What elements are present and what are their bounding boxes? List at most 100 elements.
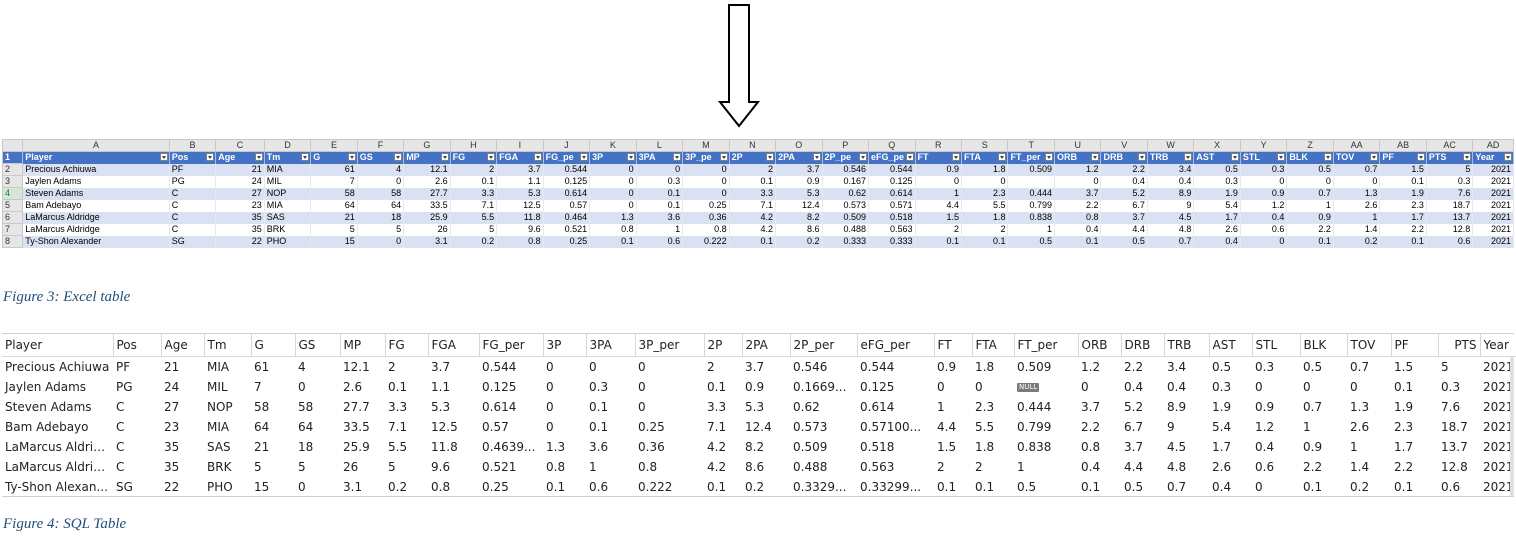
sql-cell[interactable]: Jaylen Adams bbox=[5, 380, 87, 394]
sql-cell[interactable]: 0.33299... bbox=[860, 480, 922, 494]
excel-cell[interactable]: MIL bbox=[264, 175, 312, 188]
column-letter[interactable]: E bbox=[310, 139, 358, 152]
sql-cell[interactable]: 0.36 bbox=[638, 440, 665, 454]
excel-cell[interactable]: 27.7 bbox=[403, 187, 451, 200]
filter-dropdown-icon[interactable] bbox=[159, 153, 168, 161]
sql-cell[interactable]: 0.3 bbox=[1441, 380, 1461, 394]
filter-dropdown-icon[interactable] bbox=[580, 153, 589, 161]
sql-cell[interactable]: 0.3 bbox=[589, 380, 609, 394]
filter-dropdown-icon[interactable] bbox=[626, 153, 635, 161]
excel-cell[interactable]: 0.333 bbox=[822, 235, 870, 248]
excel-cell[interactable]: 21 bbox=[310, 211, 358, 224]
sql-column-header[interactable]: Pos bbox=[113, 334, 162, 357]
excel-header-cell[interactable]: eFG_pe bbox=[868, 151, 916, 164]
sql-column-header[interactable]: G bbox=[251, 334, 296, 357]
sql-cell[interactable]: 27 bbox=[164, 400, 180, 414]
filter-dropdown-icon[interactable] bbox=[1137, 153, 1146, 161]
sql-cell[interactable]: 0.1 bbox=[1394, 480, 1414, 494]
sql-cell[interactable]: 0 bbox=[1303, 380, 1311, 394]
excel-cell[interactable]: 0.7 bbox=[1147, 235, 1195, 248]
excel-cell[interactable]: 1 bbox=[1007, 223, 1055, 236]
sql-cell[interactable]: 33.5 bbox=[343, 420, 370, 434]
excel-cell[interactable]: 1 bbox=[1333, 211, 1381, 224]
excel-cell[interactable]: C bbox=[169, 199, 217, 212]
excel-cell[interactable]: 5 bbox=[310, 223, 358, 236]
excel-cell[interactable]: 61 bbox=[310, 163, 358, 176]
excel-cell[interactable]: 2 bbox=[961, 223, 1009, 236]
excel-cell[interactable]: 9 bbox=[1147, 199, 1195, 212]
sql-cell[interactable]: 1.8 bbox=[975, 360, 995, 374]
excel-cell[interactable]: MIA bbox=[264, 199, 312, 212]
sql-cell[interactable]: 0.544 bbox=[482, 360, 517, 374]
excel-cell[interactable]: 0 bbox=[589, 187, 637, 200]
sql-cell[interactable]: 0.4 bbox=[1124, 380, 1144, 394]
excel-cell[interactable]: 0.62 bbox=[822, 187, 870, 200]
excel-cell[interactable]: 0.8 bbox=[682, 223, 730, 236]
sql-cell[interactable]: 0.57 bbox=[482, 420, 509, 434]
excel-cell[interactable]: 0.25 bbox=[682, 199, 730, 212]
excel-cell[interactable]: 2021 bbox=[1472, 187, 1514, 200]
sql-cell[interactable]: MIA bbox=[207, 360, 230, 374]
sql-cell[interactable]: 24 bbox=[164, 380, 180, 394]
sql-cell[interactable]: Ty-Shon Alexan... bbox=[5, 480, 108, 494]
sql-cell[interactable]: 0.4 bbox=[1081, 460, 1101, 474]
excel-cell[interactable]: 2021 bbox=[1472, 199, 1514, 212]
excel-cell[interactable]: 12.4 bbox=[775, 199, 823, 212]
sql-cell[interactable]: 0.5 bbox=[1212, 360, 1232, 374]
excel-header-cell[interactable]: BLK bbox=[1286, 151, 1334, 164]
excel-cell[interactable]: 0.167 bbox=[822, 175, 870, 188]
sql-column-header[interactable]: eFG_per bbox=[857, 334, 935, 357]
sql-cell[interactable]: 4.4 bbox=[1124, 460, 1144, 474]
excel-cell[interactable]: 0.546 bbox=[822, 163, 870, 176]
sql-column-header[interactable]: 3P bbox=[543, 334, 587, 357]
column-letter[interactable]: N bbox=[728, 139, 777, 152]
sql-cell[interactable]: 1.7 bbox=[1212, 440, 1232, 454]
sql-cell[interactable]: 0.1 bbox=[975, 480, 995, 494]
sql-cell[interactable]: 0 bbox=[1255, 480, 1263, 494]
excel-cell[interactable]: 2.3 bbox=[1379, 199, 1427, 212]
filter-dropdown-icon[interactable] bbox=[859, 153, 868, 161]
sql-cell[interactable]: 5 bbox=[1441, 360, 1449, 374]
excel-cell[interactable]: 0.2 bbox=[775, 235, 823, 248]
excel-header-cell[interactable]: G bbox=[310, 151, 358, 164]
excel-cell[interactable]: 0.521 bbox=[543, 223, 591, 236]
sql-cell[interactable]: 1.1 bbox=[431, 380, 451, 394]
sql-cell[interactable]: 35 bbox=[164, 440, 180, 454]
excel-cell[interactable]: 0.4 bbox=[1100, 175, 1148, 188]
excel-cell[interactable]: 1.2 bbox=[1054, 163, 1102, 176]
excel-header-cell[interactable]: 2P_pe bbox=[822, 151, 870, 164]
excel-cell[interactable]: 35 bbox=[215, 211, 265, 224]
sql-cell[interactable]: 0.444 bbox=[1017, 400, 1052, 414]
sql-cell[interactable]: 0 bbox=[937, 380, 945, 394]
excel-cell[interactable]: 12.5 bbox=[496, 199, 544, 212]
sql-cell[interactable]: 0.2 bbox=[745, 480, 765, 494]
excel-header-cell[interactable]: Player bbox=[22, 151, 170, 164]
column-letter[interactable]: P bbox=[821, 139, 870, 152]
sql-column-header[interactable]: PTS bbox=[1438, 334, 1481, 357]
sql-cell[interactable]: 0.5 bbox=[1124, 480, 1144, 494]
sql-cell[interactable]: 0.614 bbox=[482, 400, 517, 414]
sql-column-header[interactable]: 2PA bbox=[742, 334, 791, 357]
sql-cell[interactable]: 0.8 bbox=[1081, 440, 1101, 454]
excel-cell[interactable]: 0.5 bbox=[1193, 163, 1241, 176]
sql-cell[interactable]: 64 bbox=[254, 420, 270, 434]
sql-cell[interactable]: 0.1 bbox=[707, 480, 727, 494]
excel-cell[interactable]: 5.2 bbox=[1100, 187, 1148, 200]
sql-column-header[interactable]: Tm bbox=[204, 334, 252, 357]
filter-dropdown-icon[interactable] bbox=[952, 153, 960, 161]
excel-cell[interactable]: SAS bbox=[264, 211, 312, 224]
excel-cell[interactable]: 26 bbox=[403, 223, 451, 236]
excel-cell[interactable]: 5 bbox=[357, 223, 405, 236]
column-letter[interactable]: I bbox=[496, 139, 544, 152]
sql-cell[interactable]: 0 bbox=[298, 380, 306, 394]
excel-cell[interactable]: 5.4 bbox=[1193, 199, 1241, 212]
sql-cell[interactable]: 0.521 bbox=[482, 460, 517, 474]
sql-cell[interactable]: 1.4 bbox=[1350, 460, 1370, 474]
sql-cell[interactable]: 1.2 bbox=[1255, 420, 1275, 434]
sql-column-header[interactable]: 2P bbox=[704, 334, 743, 357]
sql-cell[interactable]: 25.9 bbox=[343, 440, 370, 454]
column-letter[interactable]: Y bbox=[1239, 139, 1288, 152]
excel-header-cell[interactable]: FG bbox=[450, 151, 498, 164]
excel-cell[interactable]: 0.1 bbox=[636, 199, 684, 212]
filter-dropdown-icon[interactable] bbox=[301, 153, 310, 161]
